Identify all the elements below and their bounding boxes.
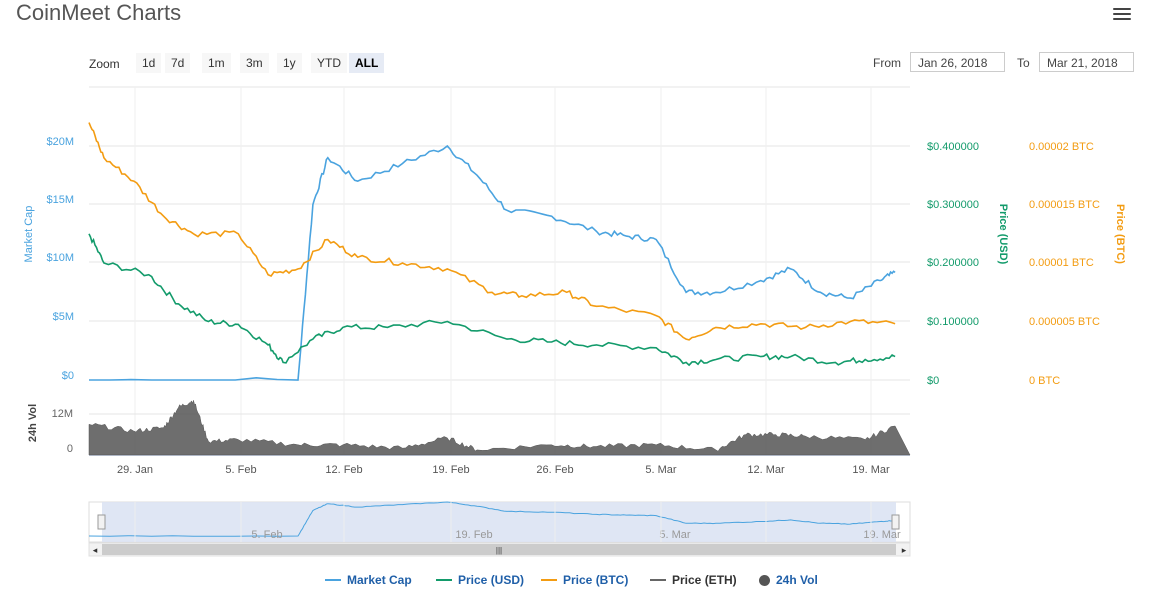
page-title: CoinMeet Charts (16, 0, 182, 25)
x-tick-label: 26. Feb (536, 464, 573, 476)
volume-area (88, 399, 911, 456)
legend-swatch (759, 574, 770, 586)
to-label: To (1017, 56, 1030, 70)
price-usd-axis-label: Price (USD) (997, 204, 1009, 265)
price-btc-tick-label: 0.00001 BTC (1029, 257, 1094, 269)
price-chart[interactable]: $0 $5M $10M $15M $20M Market Cap $0 $0.100000 $0… (0, 0, 1151, 560)
navigator-handle-left (97, 514, 106, 530)
legend-swatch (325, 579, 341, 581)
market-cap-tick-label: $0 (62, 370, 74, 382)
scrollbar-left-arrow: ◂ (93, 545, 98, 555)
legend-label: Market Cap (347, 573, 412, 587)
price-usd-tick-label: $0.100000 (927, 316, 979, 328)
legend-label: Price (USD) (458, 573, 525, 587)
price-btc-tick-label: 0 BTC (1029, 375, 1060, 387)
price-usd-tick-label: $0.200000 (927, 257, 979, 269)
legend-swatch (650, 579, 666, 581)
scrollbar-grip: ||| (496, 546, 502, 555)
scrollbar-right-arrow: ▸ (902, 545, 907, 555)
price-btc-line (88, 122, 896, 341)
navigator-handle-right (891, 514, 900, 530)
price-usd-line (88, 233, 896, 367)
x-tick-label: 29. Jan (117, 464, 153, 476)
x-tick-label: 5. Mar (645, 464, 677, 476)
x-tick-label: 12. Mar (747, 464, 785, 476)
zoom-button-ytd[interactable]: YTD (311, 53, 347, 73)
navigator-tick-label: 5. Feb (251, 529, 282, 541)
market-cap-tick-label: $20M (46, 136, 74, 148)
legend-item-price-usd[interactable]: Price (USD) (436, 573, 524, 587)
legend-swatch (541, 579, 557, 581)
navigator-tick-label: 19. Mar (863, 529, 901, 541)
legend-label: Price (ETH) (672, 573, 737, 587)
volume-tick-label: 0 (67, 443, 73, 455)
legend-item-price-eth[interactable]: Price (ETH) (650, 573, 737, 587)
legend-label: Price (BTC) (563, 573, 629, 587)
menu-icon[interactable] (1113, 8, 1131, 22)
market-cap-axis-label: Market Cap (23, 206, 35, 263)
zoom-label: Zoom (89, 57, 120, 71)
price-btc-axis-label: Price (BTC) (1114, 204, 1126, 264)
volume-tick-label: 12M (52, 408, 73, 420)
navigator-tick-label: 5. Mar (659, 529, 691, 541)
legend-swatch (436, 579, 452, 581)
zoom-button-1m[interactable]: 1m (202, 53, 231, 73)
market-cap-line (89, 144, 896, 381)
x-tick-label: 19. Feb (432, 464, 469, 476)
zoom-button-all[interactable]: ALL (349, 53, 385, 73)
legend-item-24h-vol[interactable]: 24h Vol (759, 573, 818, 587)
navigator-series (88, 501, 896, 537)
legend-label: 24h Vol (776, 573, 818, 587)
from-label: From (873, 56, 901, 70)
navigator-tick-label: 19. Feb (455, 529, 492, 541)
market-cap-tick-label: $5M (53, 311, 74, 323)
price-usd-tick-label: $0.400000 (927, 141, 979, 153)
market-cap-tick-label: $10M (46, 252, 74, 264)
price-usd-tick-label: $0.300000 (927, 199, 979, 211)
price-btc-tick-label: 0.000005 BTC (1029, 316, 1100, 328)
legend-item-price-btc[interactable]: Price (BTC) (541, 573, 628, 587)
market-cap-tick-label: $15M (46, 194, 74, 206)
price-usd-tick-label: $0 (927, 375, 939, 387)
scrollbar-thumb (102, 544, 896, 555)
to-date-input[interactable]: Mar 21, 2018 (1039, 52, 1134, 72)
zoom-button-3m[interactable]: 3m (240, 53, 269, 73)
zoom-button-1d[interactable]: 1d (136, 53, 162, 73)
zoom-button-7d[interactable]: 7d (165, 53, 191, 73)
price-btc-tick-label: 0.00002 BTC (1029, 141, 1094, 153)
x-tick-label: 19. Mar (852, 464, 890, 476)
from-date-input[interactable]: Jan 26, 2018 (910, 52, 1005, 72)
zoom-button-1y[interactable]: 1y (277, 53, 302, 73)
price-btc-tick-label: 0.000015 BTC (1029, 199, 1100, 211)
volume-axis-label: 24h Vol (27, 404, 39, 442)
legend-item-market-cap[interactable]: Market Cap (325, 573, 412, 587)
x-tick-label: 5. Feb (225, 464, 256, 476)
x-tick-label: 12. Feb (325, 464, 362, 476)
